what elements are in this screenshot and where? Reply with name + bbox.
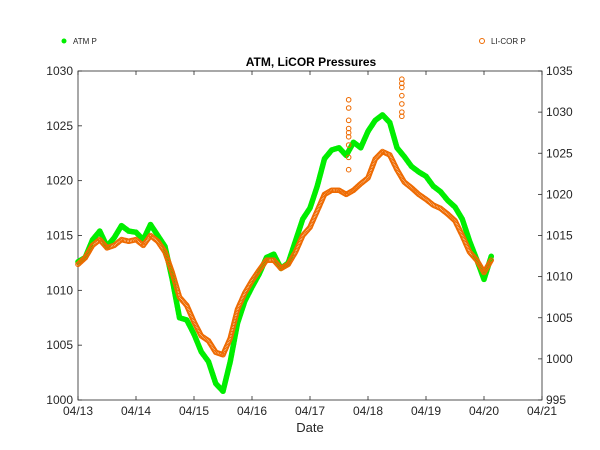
y-left-tick-label: 1020	[46, 174, 73, 188]
x-tick-label: 04/21	[527, 404, 557, 418]
licor-outlier-point	[345, 142, 352, 148]
x-tick-label: 04/15	[179, 404, 209, 418]
x-axis-label: Date	[296, 420, 323, 435]
y-left-tick-label: 1030	[46, 64, 73, 78]
licor-outlier-point	[399, 113, 405, 120]
y-left-tick-label: 1005	[46, 338, 73, 352]
licor-point	[103, 243, 109, 250]
licor-point	[488, 257, 495, 263]
licor-outlier-point	[345, 105, 352, 111]
y-left-tick-label: 1010	[46, 283, 73, 297]
licor-outlier-point	[399, 84, 405, 91]
x-tick-label: 04/20	[469, 404, 499, 418]
licor-outlier-point	[345, 96, 352, 103]
licor-outlier-point	[345, 154, 352, 161]
y-right-tick-label: 1020	[546, 187, 573, 201]
series-licor-p	[75, 76, 495, 358]
y-right-tick-label: 1030	[546, 105, 573, 119]
y-right-tick-label: 1010	[546, 270, 573, 284]
y-left-tick-label: 1025	[46, 119, 73, 133]
y-right-tick-label: 1035	[546, 64, 573, 78]
legend-label-atm: ATM P	[73, 37, 97, 46]
y-right-tick-label: 1015	[546, 229, 573, 243]
y-right-tick-label: 1025	[546, 146, 573, 160]
licor-point	[378, 149, 385, 156]
licor-outlier-point	[345, 117, 352, 124]
licor-point	[139, 241, 145, 248]
y-left-tick-label: 1000	[46, 393, 73, 407]
y-right-tick-label: 1000	[546, 352, 573, 366]
licor-outlier-point	[345, 166, 352, 173]
licor-outlier-point	[399, 92, 405, 99]
x-tick-label: 04/14	[121, 404, 151, 418]
x-tick-label: 04/19	[411, 404, 441, 418]
tick-layer: 04/13 04/14 04/15 04/16 04/17 04/18 04/19 04/20…	[46, 64, 573, 418]
atm-point	[488, 253, 495, 260]
series-layer	[75, 76, 495, 395]
legend-label-licor: LI-COR P	[491, 37, 526, 46]
legend-marker-licor	[479, 38, 485, 44]
x-tick-label: 04/16	[237, 404, 267, 418]
y-left-tick-label: 1015	[46, 229, 73, 243]
licor-outlier-point	[345, 134, 352, 140]
x-tick-label: 04/17	[295, 404, 325, 418]
y-right-tick-label: 995	[546, 393, 566, 407]
x-tick-label: 04/18	[353, 404, 383, 418]
licor-outlier-point	[399, 101, 405, 107]
legend-marker-atm	[61, 38, 67, 44]
y-right-tick-label: 1005	[546, 311, 573, 325]
x-tick-label: 04/13	[63, 404, 93, 418]
chart-title: ATM, LiCOR Pressures	[246, 55, 377, 69]
licor-point	[95, 237, 102, 244]
